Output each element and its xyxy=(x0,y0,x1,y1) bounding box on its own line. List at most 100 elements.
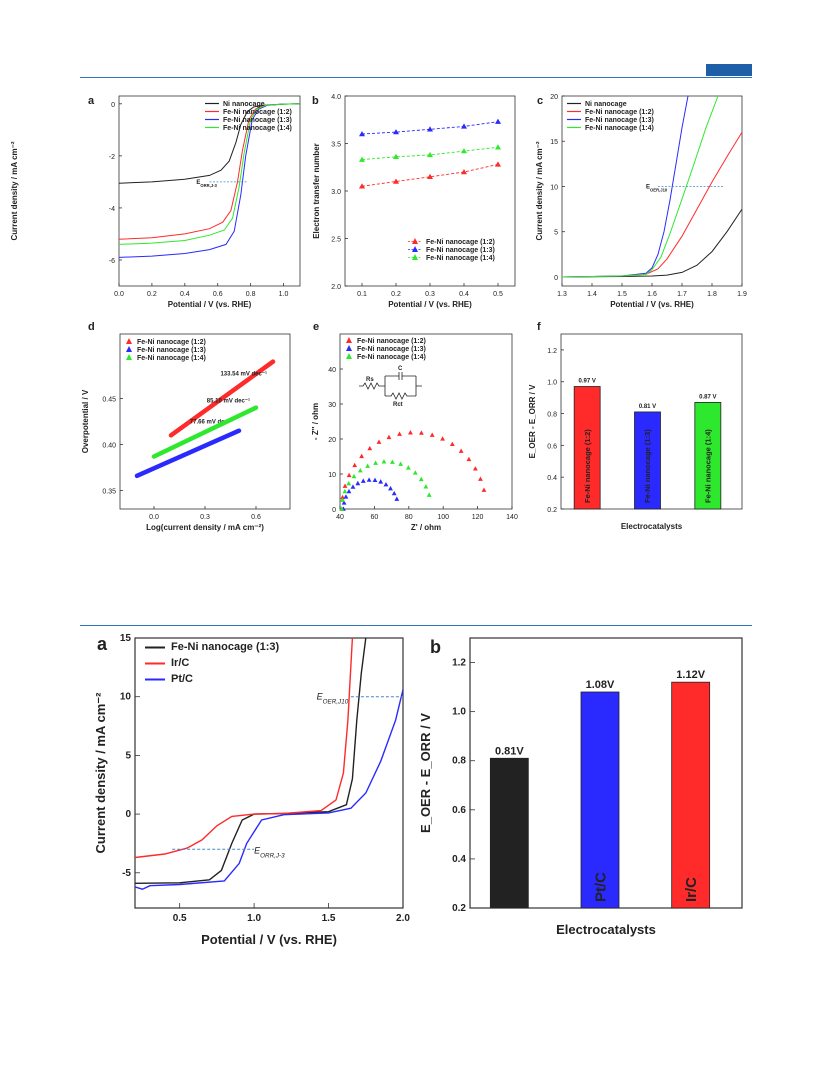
nyquist-point xyxy=(405,465,411,470)
bar xyxy=(573,386,601,510)
y-tick-label: 0.8 xyxy=(547,412,557,419)
x-tick-label: 1.5 xyxy=(322,913,336,924)
x-tick-label: 2.0 xyxy=(396,913,410,924)
series-line xyxy=(361,146,499,161)
x-tick-label: 1.9 xyxy=(737,291,747,298)
y-tick-label: 0 xyxy=(125,809,131,820)
equivalent-circuit xyxy=(359,372,422,400)
nyquist-point xyxy=(355,480,361,486)
bar-value-label: 1.12V xyxy=(676,669,705,681)
x-tick-label: 120 xyxy=(472,514,484,521)
nyquist-point xyxy=(342,483,348,488)
x-tick-label: 0.3 xyxy=(200,514,210,521)
nyquist-point xyxy=(341,500,347,505)
panel-f-5: f 0.2 0.4 0.6 0.8 1.0 1.2 Electrocatalysts E_OER… xyxy=(528,321,743,531)
y-tick-label: 0.6 xyxy=(452,805,466,816)
nyquist-point xyxy=(383,481,389,487)
plot-frame xyxy=(134,637,404,909)
nyquist-point xyxy=(351,473,357,479)
x-tick-label: 0.0 xyxy=(149,514,159,521)
nyquist-point xyxy=(386,434,392,440)
y-tick-label: 0.4 xyxy=(547,475,557,482)
bar-value-label: 0.87 V xyxy=(699,394,716,400)
x-tick-label: 0.3 xyxy=(425,291,435,298)
y-tick-label: 4.0 xyxy=(331,94,341,101)
legend-swatch xyxy=(412,254,418,260)
x-tick-label: 1.0 xyxy=(279,291,289,298)
panel-label: c xyxy=(537,95,543,107)
nyquist-point xyxy=(466,456,472,462)
y-tick-label: 3.0 xyxy=(331,189,341,196)
nyquist-point xyxy=(346,472,352,478)
y-tick-label: 0.40 xyxy=(102,443,116,450)
nyquist-point xyxy=(365,463,371,468)
bar-value-label: 0.97 V xyxy=(578,379,595,385)
x-axis-label: Electrocatalysts xyxy=(621,522,683,531)
x-tick-label: 140 xyxy=(506,514,518,521)
x-tick-label: 0.4 xyxy=(180,291,190,298)
x-tick-label: 0.2 xyxy=(391,291,401,298)
y-tick-label: 0.4 xyxy=(452,854,466,865)
bar-category-label: Pt/C xyxy=(592,872,609,902)
x-tick-label: 0.6 xyxy=(213,291,223,298)
bar-category-label: Fe-Ni nanocage (1:4) xyxy=(703,429,712,503)
y-axis-label: E_OER - E_ORR / V xyxy=(528,384,537,458)
series-line xyxy=(361,163,499,187)
data-point-triangle xyxy=(461,169,467,175)
y-tick-label: 0 xyxy=(111,102,115,109)
data-point-triangle xyxy=(393,153,399,159)
panel-a-0: a 0 -2 -4 -6 0.0 0.2 0.4 0.6 0.8 1.0 Potential / V … xyxy=(10,95,301,309)
middle-rule xyxy=(80,625,752,626)
data-point-triangle xyxy=(495,118,501,124)
legend-entry: Fe-Ni nanocage (1:3) xyxy=(171,641,280,653)
nyquist-point xyxy=(440,436,446,441)
y-tick-label: 1.0 xyxy=(452,707,466,718)
page-tab-marker xyxy=(706,64,752,76)
x-tick-label: 40 xyxy=(336,514,344,521)
series-line xyxy=(562,131,742,278)
x-tick-label: 80 xyxy=(405,514,413,521)
series-line xyxy=(135,638,367,884)
annotation-label: EORR,J-3 xyxy=(196,180,217,188)
y-tick-label: -6 xyxy=(109,258,115,265)
nyquist-point xyxy=(458,448,464,453)
nyquist-point xyxy=(419,430,424,435)
data-point-triangle xyxy=(461,148,467,154)
legend-swatch xyxy=(346,337,352,343)
legend-entry: Fe-Ni nanocage (1:4) xyxy=(585,125,654,132)
data-point-triangle xyxy=(427,151,433,158)
nyquist-point xyxy=(372,477,378,482)
panel-label: f xyxy=(537,321,541,333)
y-tick-label: 5 xyxy=(125,750,131,761)
nyquist-point xyxy=(367,445,373,451)
data-point-triangle xyxy=(495,144,501,150)
nyquist-point xyxy=(350,484,356,489)
nyquist-point xyxy=(481,487,487,492)
y-tick-label: 15 xyxy=(120,633,132,644)
bar-category-label: Fe-Ni nanocage (1:3) xyxy=(643,429,652,503)
x-axis-label: Potential / V (vs. RHE) xyxy=(610,300,694,309)
panel-a-6: a -5 0 5 10 15 0.5 1.0 1.5 2.0 Potential / V (vs. … xyxy=(93,633,410,947)
legend-entry: Fe-Ni nanocage (1:3) xyxy=(223,117,292,124)
x-tick-label: 0.6 xyxy=(251,514,261,521)
y-tick-label: -2 xyxy=(109,154,115,161)
circuit-label-c: C xyxy=(398,366,403,372)
nyquist-point xyxy=(366,477,372,482)
legend-entry: Fe-Ni nanocage (1:3) xyxy=(426,247,495,254)
y-axis-label: Current density / mA cm⁻² xyxy=(535,141,544,240)
panel-label: b xyxy=(312,95,319,107)
nyquist-point xyxy=(346,488,352,494)
nyquist-point xyxy=(394,496,400,501)
tafel-slope-label: 133.54 mV dec⁻¹ xyxy=(220,371,267,378)
y-tick-label: 20 xyxy=(550,94,558,101)
y-tick-label: 0.6 xyxy=(547,443,557,450)
y-tick-label: 10 xyxy=(120,692,132,703)
y-tick-label: -5 xyxy=(122,868,131,879)
x-tick-label: 60 xyxy=(371,514,379,521)
x-tick-label: 0.1 xyxy=(357,291,367,298)
bar xyxy=(694,402,722,510)
legend-entry: Pt/C xyxy=(171,673,193,685)
y-tick-label: 0.8 xyxy=(452,756,466,767)
bar xyxy=(634,411,661,510)
legend-swatch xyxy=(126,354,132,360)
